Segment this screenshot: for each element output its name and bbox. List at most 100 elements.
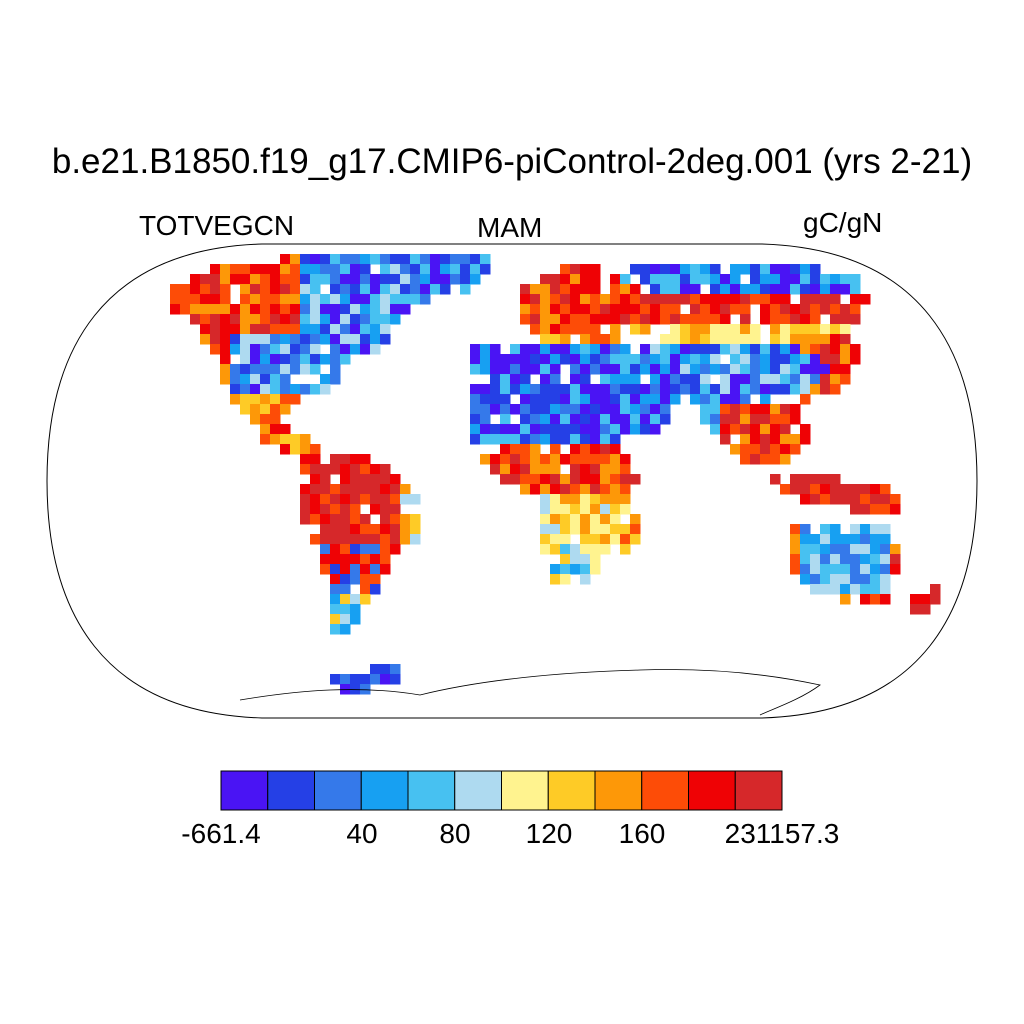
field-cell <box>560 274 571 285</box>
field-cell <box>820 304 831 315</box>
field-cell <box>260 414 271 425</box>
field-cell <box>550 354 561 365</box>
field-cell <box>830 324 841 335</box>
field-cell <box>770 414 781 425</box>
field-cell <box>540 314 551 325</box>
field-cell <box>510 434 521 445</box>
field-cell <box>390 254 401 265</box>
field-cell <box>400 294 411 305</box>
field-cell <box>780 484 791 495</box>
field-cell <box>730 274 741 285</box>
field-cell <box>530 394 541 405</box>
field-cell <box>410 274 421 285</box>
field-cell <box>500 414 511 425</box>
field-cell <box>680 374 691 385</box>
field-cell <box>320 534 331 545</box>
field-cell <box>800 354 811 365</box>
field-cell <box>590 414 601 425</box>
field-cell <box>250 334 261 345</box>
field-cell <box>360 524 371 535</box>
field-cell <box>650 274 661 285</box>
field-cell <box>640 314 651 325</box>
colorbar-box <box>594 770 643 811</box>
field-cell <box>430 254 441 265</box>
field-cell <box>420 254 431 265</box>
field-cell <box>520 424 531 435</box>
field-cell <box>600 344 611 355</box>
field-cell <box>340 354 351 365</box>
field-cell <box>840 274 851 285</box>
field-cell <box>610 304 621 315</box>
field-cell <box>370 304 381 315</box>
field-cell <box>320 334 331 345</box>
field-cell <box>500 444 511 455</box>
field-cell <box>850 494 861 505</box>
field-cell <box>600 434 611 445</box>
field-cell <box>800 494 811 505</box>
field-cell <box>650 364 661 375</box>
field-cell <box>860 494 871 505</box>
field-cell <box>740 284 751 295</box>
field-cell <box>330 524 341 535</box>
field-cell <box>780 354 791 365</box>
field-cell <box>790 314 801 325</box>
field-cell <box>300 494 311 505</box>
field-cell <box>720 294 731 305</box>
field-cell <box>760 294 771 305</box>
field-cell <box>620 534 631 545</box>
field-cell <box>580 464 591 475</box>
field-cell <box>630 324 641 335</box>
field-cell <box>360 584 371 595</box>
field-cell <box>470 434 481 445</box>
field-cell <box>640 424 651 435</box>
field-cell <box>190 294 201 305</box>
field-cell <box>250 264 261 275</box>
field-cell <box>570 434 581 445</box>
field-cell <box>670 284 681 295</box>
field-cell <box>580 274 591 285</box>
field-cell <box>480 264 491 275</box>
field-cell <box>470 404 481 415</box>
field-cell <box>340 294 351 305</box>
field-cell <box>690 374 701 385</box>
field-cell <box>350 544 361 555</box>
field-cell <box>390 494 401 505</box>
field-cell <box>750 404 761 415</box>
field-cell <box>320 314 331 325</box>
field-cell <box>810 574 821 585</box>
field-cell <box>770 304 781 315</box>
field-cell <box>720 384 731 395</box>
field-cell <box>240 374 251 385</box>
field-cell <box>720 434 731 445</box>
field-cell <box>260 284 271 295</box>
field-cell <box>380 534 391 545</box>
field-cell <box>660 414 671 425</box>
field-cell <box>570 404 581 415</box>
field-cell <box>780 384 791 395</box>
field-cell <box>360 474 371 485</box>
field-cell <box>330 574 341 585</box>
field-cell <box>750 454 761 465</box>
field-cell <box>740 424 751 435</box>
field-cell <box>370 474 381 485</box>
field-cell <box>610 504 621 515</box>
field-cell <box>610 364 621 375</box>
field-cell <box>360 564 371 575</box>
field-cell <box>770 474 781 485</box>
field-cell <box>730 414 741 425</box>
field-cell <box>600 384 611 395</box>
field-cell <box>860 294 871 305</box>
field-cell <box>710 404 721 415</box>
field-cell <box>860 594 871 605</box>
field-cell <box>430 264 441 275</box>
field-cell <box>370 314 381 325</box>
field-cell <box>700 344 711 355</box>
field-cell <box>840 324 851 335</box>
field-cell <box>740 404 751 415</box>
field-cell <box>640 384 651 395</box>
field-cell <box>370 554 381 565</box>
field-cell <box>610 454 621 465</box>
field-cell <box>310 254 321 265</box>
field-cell <box>570 324 581 335</box>
